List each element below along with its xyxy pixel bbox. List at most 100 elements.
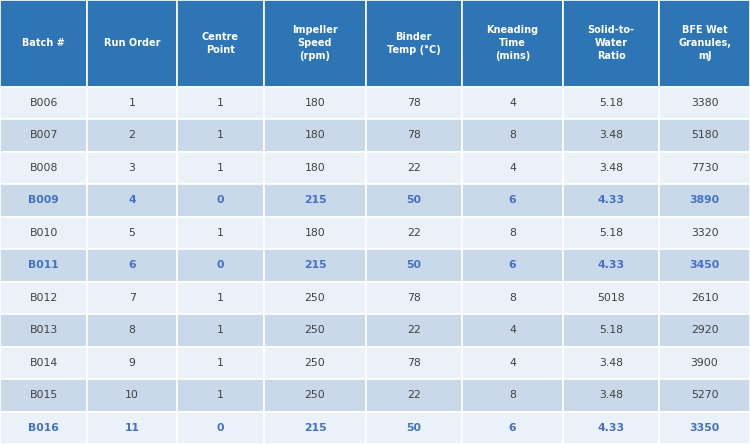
Text: 1: 1: [217, 325, 223, 335]
Bar: [366, 217, 462, 249]
Text: B012: B012: [29, 293, 58, 303]
Text: B013: B013: [29, 325, 58, 335]
Bar: [264, 87, 366, 119]
Text: 2: 2: [129, 131, 136, 140]
Text: 6: 6: [128, 260, 136, 270]
Bar: [264, 379, 366, 412]
Bar: [563, 87, 659, 119]
Bar: [462, 217, 563, 249]
Bar: [88, 151, 177, 184]
Bar: [659, 217, 750, 249]
Bar: [88, 379, 177, 412]
Text: 22: 22: [406, 163, 421, 173]
Text: 4.33: 4.33: [598, 260, 625, 270]
Text: 0: 0: [217, 423, 224, 433]
Text: 8: 8: [129, 325, 136, 335]
Text: 1: 1: [217, 390, 223, 400]
Text: 3380: 3380: [691, 98, 718, 108]
Bar: [462, 249, 563, 281]
Bar: [0, 379, 88, 412]
Text: 3.48: 3.48: [599, 358, 623, 368]
Bar: [659, 281, 750, 314]
Bar: [563, 249, 659, 281]
Bar: [264, 217, 366, 249]
Bar: [177, 184, 264, 217]
Bar: [462, 87, 563, 119]
Text: Run Order: Run Order: [104, 38, 160, 48]
Bar: [462, 314, 563, 346]
Bar: [659, 379, 750, 412]
Bar: [0, 217, 88, 249]
Text: 2920: 2920: [691, 325, 718, 335]
Bar: [177, 87, 264, 119]
Text: 1: 1: [217, 163, 223, 173]
Text: 2610: 2610: [691, 293, 718, 303]
Bar: [264, 281, 366, 314]
Bar: [462, 281, 563, 314]
Text: B015: B015: [29, 390, 58, 400]
Text: 4: 4: [509, 325, 516, 335]
Bar: [659, 412, 750, 444]
Bar: [88, 346, 177, 379]
Text: 6: 6: [509, 195, 516, 205]
Bar: [0, 87, 88, 119]
Text: 5018: 5018: [598, 293, 625, 303]
Text: 50: 50: [406, 260, 422, 270]
Bar: [177, 379, 264, 412]
Text: 1: 1: [217, 228, 223, 238]
Bar: [563, 346, 659, 379]
Text: 3890: 3890: [689, 195, 720, 205]
Text: 4.33: 4.33: [598, 423, 625, 433]
Text: 180: 180: [304, 163, 326, 173]
Text: 78: 78: [406, 293, 421, 303]
Text: 7: 7: [129, 293, 136, 303]
Text: 22: 22: [406, 228, 421, 238]
Bar: [264, 249, 366, 281]
Bar: [88, 184, 177, 217]
Text: 3450: 3450: [689, 260, 720, 270]
Bar: [177, 151, 264, 184]
Text: 5.18: 5.18: [599, 98, 623, 108]
Bar: [462, 184, 563, 217]
Bar: [462, 412, 563, 444]
Text: Solid-to-
Water
Ratio: Solid-to- Water Ratio: [588, 25, 634, 61]
Bar: [88, 87, 177, 119]
Bar: [563, 151, 659, 184]
Text: 4: 4: [509, 98, 516, 108]
Bar: [88, 217, 177, 249]
Bar: [264, 119, 366, 151]
Text: 215: 215: [304, 423, 326, 433]
Bar: [659, 184, 750, 217]
Bar: [177, 119, 264, 151]
Bar: [264, 0, 366, 87]
Bar: [177, 412, 264, 444]
Bar: [177, 249, 264, 281]
Text: 22: 22: [406, 390, 421, 400]
Bar: [264, 314, 366, 346]
Bar: [0, 119, 88, 151]
Text: 78: 78: [406, 98, 421, 108]
Bar: [88, 314, 177, 346]
Text: Batch #: Batch #: [22, 38, 65, 48]
Text: 50: 50: [406, 195, 422, 205]
Bar: [177, 217, 264, 249]
Text: 1: 1: [217, 131, 223, 140]
Text: 6: 6: [509, 423, 516, 433]
Text: 78: 78: [406, 358, 421, 368]
Bar: [177, 346, 264, 379]
Text: 3900: 3900: [691, 358, 718, 368]
Bar: [366, 0, 462, 87]
Bar: [659, 87, 750, 119]
Bar: [563, 119, 659, 151]
Text: B006: B006: [29, 98, 58, 108]
Text: 180: 180: [304, 98, 326, 108]
Text: 250: 250: [304, 390, 326, 400]
Text: 0: 0: [217, 260, 224, 270]
Bar: [462, 346, 563, 379]
Text: Impeller
Speed
(rpm): Impeller Speed (rpm): [292, 25, 338, 61]
Text: 1: 1: [217, 358, 223, 368]
Text: 10: 10: [125, 390, 139, 400]
Text: 6: 6: [509, 260, 516, 270]
Bar: [177, 0, 264, 87]
Text: 5.18: 5.18: [599, 325, 623, 335]
